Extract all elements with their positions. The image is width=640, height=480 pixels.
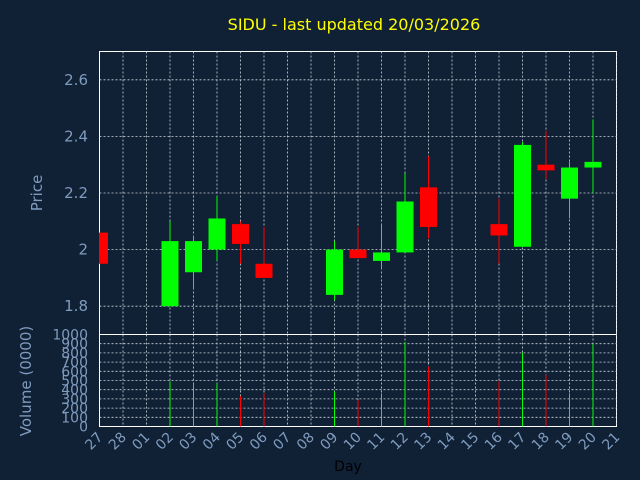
x-tick-label: 05 xyxy=(223,430,247,454)
candlestick-series xyxy=(99,119,602,307)
candle-19 xyxy=(561,161,578,219)
x-tick-label: 02 xyxy=(153,430,177,454)
candle-06 xyxy=(255,226,273,278)
volume-tick-label: 500 xyxy=(61,374,88,390)
price-tick-label: 2.6 xyxy=(64,71,88,89)
candle-body xyxy=(99,232,108,264)
volume-bar-series xyxy=(169,341,594,427)
x-tick-label: 14 xyxy=(435,429,459,453)
volume-axis-label: Volume (0000) xyxy=(17,326,35,436)
price-axis-label: Price xyxy=(28,175,46,212)
candle-13 xyxy=(420,156,437,239)
candle-27 xyxy=(99,232,108,264)
candle-05 xyxy=(232,221,249,264)
volume-tick-label: 0 xyxy=(79,420,88,436)
volume-tick-label: 100 xyxy=(61,410,88,426)
chart-title: SIDU - last updated 20/03/2026 xyxy=(228,15,481,34)
x-tick-label: 03 xyxy=(176,430,200,454)
x-tick-label: 09 xyxy=(317,430,341,454)
volume-tick-label: 700 xyxy=(61,355,88,371)
x-tick-label: 20 xyxy=(576,430,600,454)
candle-body xyxy=(514,144,531,247)
candle-20 xyxy=(584,119,602,193)
x-tick-label: 01 xyxy=(129,430,153,454)
candle-body xyxy=(208,218,226,250)
candle-body xyxy=(561,167,578,199)
volume-tick-label: 1000 xyxy=(52,328,88,344)
candle-body xyxy=(490,224,508,236)
x-tick-label: 16 xyxy=(482,429,506,453)
candle-16 xyxy=(490,198,508,264)
price-y-ticks: 1.8 2 2.2 2.4 2.6 xyxy=(64,71,88,315)
x-tick-label: 21 xyxy=(599,430,623,454)
candle-body xyxy=(161,241,179,307)
candle-17 xyxy=(514,142,531,247)
price-tick-label: 2.4 xyxy=(64,127,88,145)
volume-tick-label: 800 xyxy=(61,346,88,362)
x-tick-label: 10 xyxy=(341,430,365,454)
x-tick-label: 18 xyxy=(529,430,553,454)
candle-11 xyxy=(373,224,390,270)
candle-body xyxy=(349,249,367,259)
x-tick-label: 15 xyxy=(458,430,482,454)
candle-04 xyxy=(208,195,226,261)
x-tick-label: 13 xyxy=(411,430,435,454)
volume-tick-label: 900 xyxy=(61,337,88,353)
candle-body xyxy=(326,249,343,295)
x-tick-label: 17 xyxy=(505,430,529,454)
x-axis-ticks: 27 28 01 02 03 04 05 06 07 08 09 10 11 12 13 14 15 16 17 18… xyxy=(82,429,623,453)
volume-tick-label: 400 xyxy=(61,383,88,399)
price-tick-label: 2 xyxy=(78,241,88,259)
volume-tick-label: 200 xyxy=(61,401,88,417)
candle-03 xyxy=(185,235,202,290)
candle-body xyxy=(185,241,202,273)
candle-12 xyxy=(396,173,414,253)
candle-body xyxy=(396,201,414,253)
candle-10 xyxy=(349,226,367,259)
x-tick-label: 12 xyxy=(388,430,412,454)
x-tick-label: 06 xyxy=(247,429,271,453)
candle-18 xyxy=(537,130,555,179)
x-tick-label: 11 xyxy=(364,430,388,454)
candle-body xyxy=(255,263,273,278)
candle-body xyxy=(373,252,390,261)
candle-09 xyxy=(326,241,343,301)
x-tick-label: 19 xyxy=(552,430,576,454)
x-tick-label: 28 xyxy=(106,430,130,454)
x-tick-label: 08 xyxy=(294,430,318,454)
x-tick-label: 04 xyxy=(200,429,224,453)
candle-body xyxy=(232,224,249,244)
candle-02 xyxy=(161,221,179,307)
volume-tick-label: 300 xyxy=(61,392,88,408)
volume-tick-label: 600 xyxy=(61,364,88,380)
x-tick-label: 07 xyxy=(270,430,294,454)
price-tick-label: 2.2 xyxy=(64,184,88,202)
x-axis-label: Day xyxy=(334,459,362,475)
candle-body xyxy=(584,161,602,168)
candle-body xyxy=(537,164,555,171)
price-tick-label: 1.8 xyxy=(64,297,88,315)
candle-body xyxy=(420,187,437,227)
